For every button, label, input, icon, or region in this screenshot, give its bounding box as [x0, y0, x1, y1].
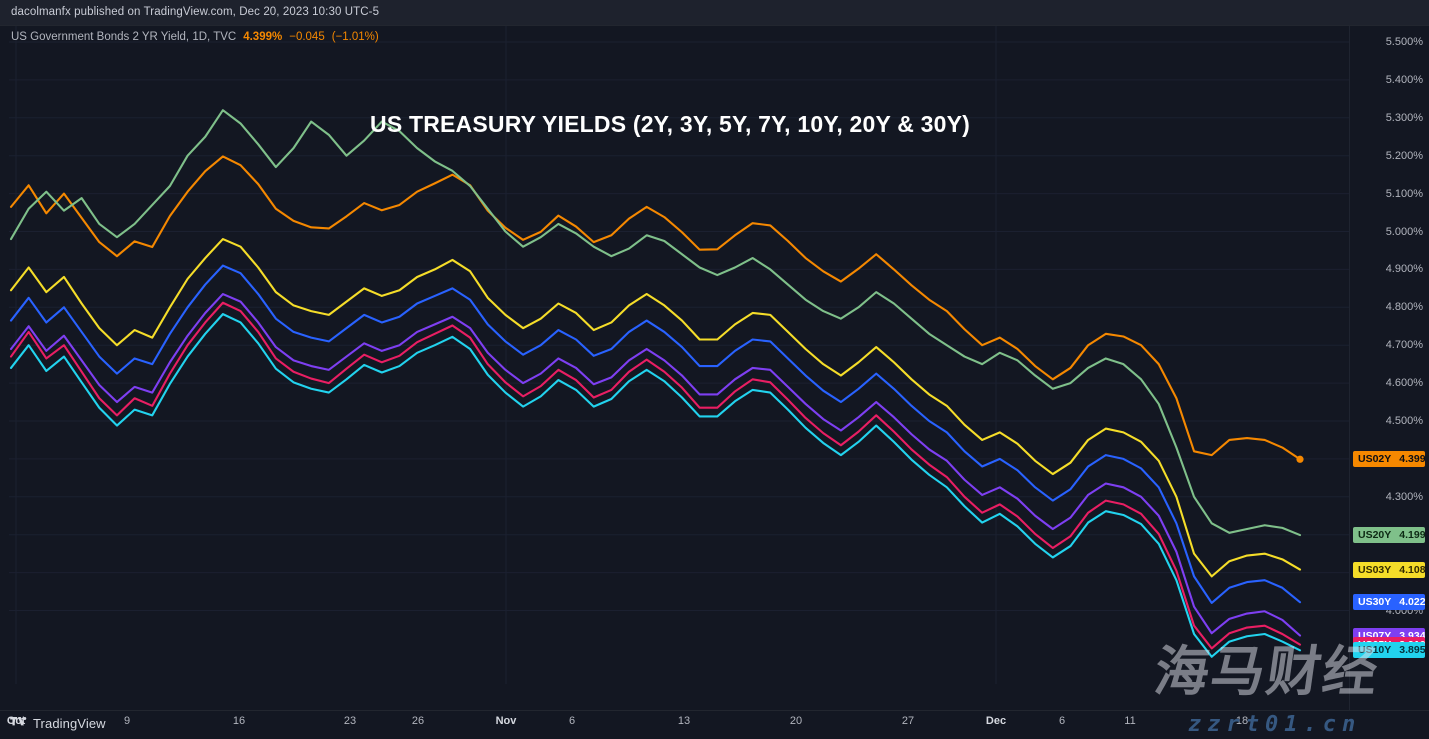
time-tick: 9: [123, 715, 131, 727]
legend-symbol: US Government Bonds 2 YR Yield, 1D, TVC: [11, 31, 237, 43]
price-badge-value: 4.399%: [1399, 453, 1425, 466]
price-badge-value: 4.199%: [1399, 529, 1425, 542]
price-badge-symbol: US03Y: [1358, 563, 1392, 576]
time-tick: 6: [1058, 715, 1066, 727]
series-end-marker-us02y: [1296, 455, 1304, 463]
time-tick: Dec: [985, 715, 1007, 727]
time-tick: Nov: [495, 715, 517, 727]
chart-frame[interactable]: US Government Bonds 2 YR Yield, 1D, TVC …: [0, 26, 1429, 710]
time-tick: 27: [901, 715, 915, 727]
time-tick: 16: [232, 715, 246, 727]
publish-text: dacolmanfx published on TradingView.com,…: [11, 6, 380, 18]
price-badge-symbol: US20Y: [1358, 529, 1392, 542]
time-axis[interactable]: Oct 9 16 23 26 Nov 6 13 20 27 Dec 6 11 18: [0, 710, 1429, 739]
legend-last-price: 4.399%: [243, 31, 283, 43]
time-tick: 20: [789, 715, 803, 727]
bottom-bar: TradingView: [0, 710, 1429, 739]
publish-bar: dacolmanfx published on TradingView.com,…: [0, 0, 1429, 26]
price-badge-us10y[interactable]: US10Y 3.895%: [1353, 642, 1425, 659]
price-axis[interactable]: 5.500% 5.400% 5.300% 5.200% 5.100% 5.000% 4.90…: [1349, 26, 1429, 710]
series-line-us02y[interactable]: [9, 155, 1302, 461]
price-tick: 4.900%: [1385, 263, 1423, 276]
price-badge-us02y[interactable]: US02Y 4.399%: [1353, 451, 1425, 468]
time-tick: 26: [411, 715, 425, 727]
price-tick: 5.100%: [1385, 187, 1423, 200]
time-tick: 6: [568, 715, 576, 727]
price-badge-us30y[interactable]: US30Y 4.022%: [1353, 594, 1425, 611]
legend-change: −0.045: [289, 31, 325, 43]
series-line-us05y[interactable]: [9, 301, 1302, 650]
time-tick: 23: [343, 715, 357, 727]
price-tick: 5.200%: [1385, 149, 1423, 162]
plot-area[interactable]: [9, 26, 1349, 684]
price-tick: 4.500%: [1385, 415, 1423, 427]
series-line-us10y[interactable]: [9, 313, 1302, 658]
tradingview-logo-icon: [10, 717, 27, 726]
price-badge-us03y[interactable]: US03Y 4.108%: [1353, 561, 1425, 578]
tradingview-logo-text: TradingView: [33, 716, 106, 731]
page-title: US TREASURY YIELDS (2Y, 3Y, 5Y, 7Y, 10Y,…: [370, 111, 970, 137]
series-line-us30y[interactable]: [9, 264, 1302, 604]
chart-legend[interactable]: US Government Bonds 2 YR Yield, 1D, TVC …: [11, 31, 379, 43]
price-badge-us20y[interactable]: US20Y 4.199%: [1353, 527, 1425, 544]
price-tick: 5.400%: [1385, 73, 1423, 86]
price-tick: 5.000%: [1385, 225, 1423, 238]
price-tick: 5.300%: [1385, 111, 1423, 124]
price-badge-value: 3.895%: [1399, 644, 1425, 657]
series-line-us20y[interactable]: [9, 109, 1302, 537]
price-tick: 4.600%: [1385, 377, 1423, 390]
series-line-us03y[interactable]: [9, 238, 1302, 578]
legend-change-pct: (−1.01%): [331, 31, 379, 43]
series-canvas: [9, 26, 1349, 684]
series-line-us07y[interactable]: [9, 292, 1302, 637]
price-tick: 4.800%: [1385, 301, 1423, 314]
price-tick: 4.300%: [1385, 490, 1423, 503]
price-tick: 5.500%: [1385, 36, 1423, 48]
price-badge-symbol: US02Y: [1358, 453, 1392, 466]
time-tick: 11: [1124, 715, 1136, 727]
time-tick: 18: [1235, 715, 1249, 727]
tradingview-logo[interactable]: TradingView: [10, 716, 106, 731]
price-badge-symbol: US30Y: [1358, 596, 1392, 609]
price-badge-value: 4.022%: [1399, 596, 1425, 609]
time-tick: 13: [677, 715, 691, 727]
price-badge-symbol: US10Y: [1358, 644, 1392, 657]
price-badge-value: 4.108%: [1399, 563, 1425, 576]
price-tick: 4.700%: [1385, 339, 1423, 352]
